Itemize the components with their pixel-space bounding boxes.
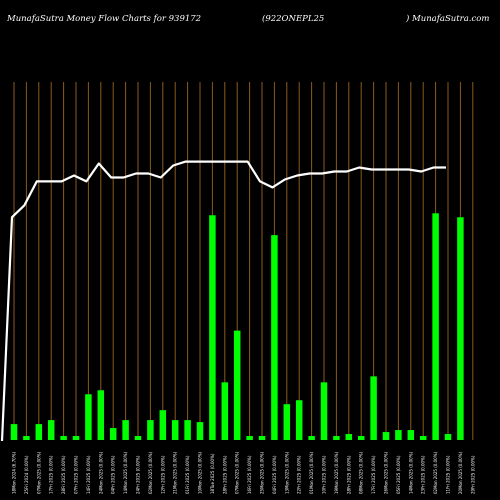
x-tick-label: 16Fri 2025 (0.00%) <box>247 455 252 494</box>
money-flow-bar <box>134 436 142 440</box>
x-tick-label: 28Fri 2025 (0.00%) <box>61 455 66 494</box>
x-tick-label: 29Fri 2025 (0.00%) <box>470 455 475 494</box>
chart-header: MunafaSutra Money Flow Charts for 939172… <box>0 14 500 30</box>
money-flow-bar <box>109 428 117 440</box>
money-flow-bar <box>432 213 439 440</box>
x-tick-label: 01Fri 2025 (0.00%) <box>185 455 190 494</box>
x-tick-label: 14Mon 2025 (0.00%) <box>408 451 413 494</box>
money-flow-bar <box>333 436 340 440</box>
money-flow-bar <box>159 410 167 440</box>
x-tick-label: 28Fri 2025 (0.00%) <box>346 455 351 494</box>
symbol-label: (922ONEPL25 <box>262 14 325 24</box>
money-flow-bar <box>233 330 241 440</box>
money-flow-bar <box>147 420 154 440</box>
x-tick-label: 14Fri 2025 (0.00%) <box>86 455 91 494</box>
money-flow-bar <box>382 432 390 440</box>
x-tick-label: 01Mon 2025 (0.00%) <box>309 451 314 494</box>
x-tick-label: 07Fri 2025 (0.00%) <box>74 455 79 494</box>
money-flow-bar <box>258 436 266 440</box>
money-flow-bar <box>196 422 204 440</box>
x-tick-label: 17Fri 2025 (0.00%) <box>49 455 54 494</box>
money-flow-bar <box>357 436 365 440</box>
money-flow-line <box>0 160 446 442</box>
money-flow-bar <box>72 436 80 440</box>
x-tick-label: 07Mon 2025 (0.00%) <box>36 451 41 494</box>
money-flow-bar <box>184 420 191 440</box>
x-tick-label: 14Mon 2025 (0.00%) <box>123 451 128 494</box>
x-tick-label: 04Fri 2025 (0.00%) <box>272 455 277 494</box>
money-flow-bar <box>295 400 303 440</box>
money-flow-bar <box>407 430 415 440</box>
x-tick-label: 24Mon 2025 (0.00%) <box>98 451 103 494</box>
money-flow-bar <box>308 436 315 440</box>
money-flow-bar <box>122 420 129 440</box>
x-tick-label: 07Mon 2025 (0.00%) <box>235 451 240 494</box>
money-flow-bar <box>47 420 55 440</box>
money-flow-bar <box>457 217 464 440</box>
x-tick-label: 05Fri 2025 (0.00%) <box>396 455 401 494</box>
money-flow-bar <box>320 382 328 440</box>
x-tick-label: 25Fri 2024 (0.00%) <box>24 455 29 494</box>
money-flow-bar <box>97 390 105 440</box>
x-tick-label: 20Mon 2025 (0.00%) <box>458 451 463 494</box>
x-tick-label: 02Mon 2025 (0.00%) <box>433 451 438 494</box>
x-tick-label: 11Fri 2025 (0.00%) <box>446 455 451 494</box>
money-flow-bar <box>283 404 291 440</box>
money-flow-bar <box>171 420 179 440</box>
x-tick-label: 21Mon 2025 (0.00%) <box>173 451 178 494</box>
money-flow-bar <box>246 436 253 440</box>
x-tick-label: 28Fri 2025 (0.00%) <box>222 455 227 494</box>
money-flow-bar <box>10 424 18 440</box>
money-flow-bar <box>85 394 92 440</box>
money-flow-bar <box>444 434 452 440</box>
x-tick-label: 02Mon 2025 (0.00%) <box>148 451 153 494</box>
x-tick-label: 23Fri 2025 (0.00%) <box>421 455 426 494</box>
x-tick-label: 18Tue 2025 (0.00%) <box>210 453 215 494</box>
money-flow-bar <box>370 376 377 440</box>
x-tick-label: 17Fri 2025 (0.00%) <box>371 455 376 494</box>
x-tick-label: 10Mon 2025 (0.00%) <box>198 451 203 494</box>
x-tick-label: 13Mon 2025 (0.00%) <box>284 451 289 494</box>
x-tick-label: 10Fri 2025 (0.00%) <box>322 455 327 494</box>
x-tick-label: 18Mon 2024 (6.70%) <box>12 451 17 494</box>
site-url: ) MunafaSutra.com <box>406 14 490 24</box>
money-flow-bar <box>345 434 353 440</box>
x-tick-label: 22Fri 2025 (0.00%) <box>297 455 302 494</box>
money-flow-bar <box>23 436 30 440</box>
x-tick-label: 26Mon 2025 (0.00%) <box>384 451 389 494</box>
x-tick-label: 04Fri 2025 (0.00%) <box>111 455 116 494</box>
money-flow-bar <box>209 215 216 440</box>
money-flow-bar <box>60 436 67 440</box>
x-tick-label: 19Mon 2025 (0.00%) <box>334 451 339 494</box>
x-tick-label: 08Mon 2025 (0.00%) <box>359 451 364 494</box>
x-tick-label: 24Fri 2025 (0.00%) <box>136 455 141 494</box>
money-flow-bar <box>271 235 278 440</box>
money-flow-bar <box>221 382 229 440</box>
money-flow-bar <box>35 424 43 440</box>
money-flow-bar <box>395 430 402 440</box>
site-title: MunafaSutra Money Flow Charts for 939172 <box>7 14 202 24</box>
x-tick-label: 12Fri 2025 (0.00%) <box>160 455 165 494</box>
money-flow-bar <box>419 436 427 440</box>
x-tick-label: 25Mon 2025 (0.00%) <box>260 451 265 494</box>
